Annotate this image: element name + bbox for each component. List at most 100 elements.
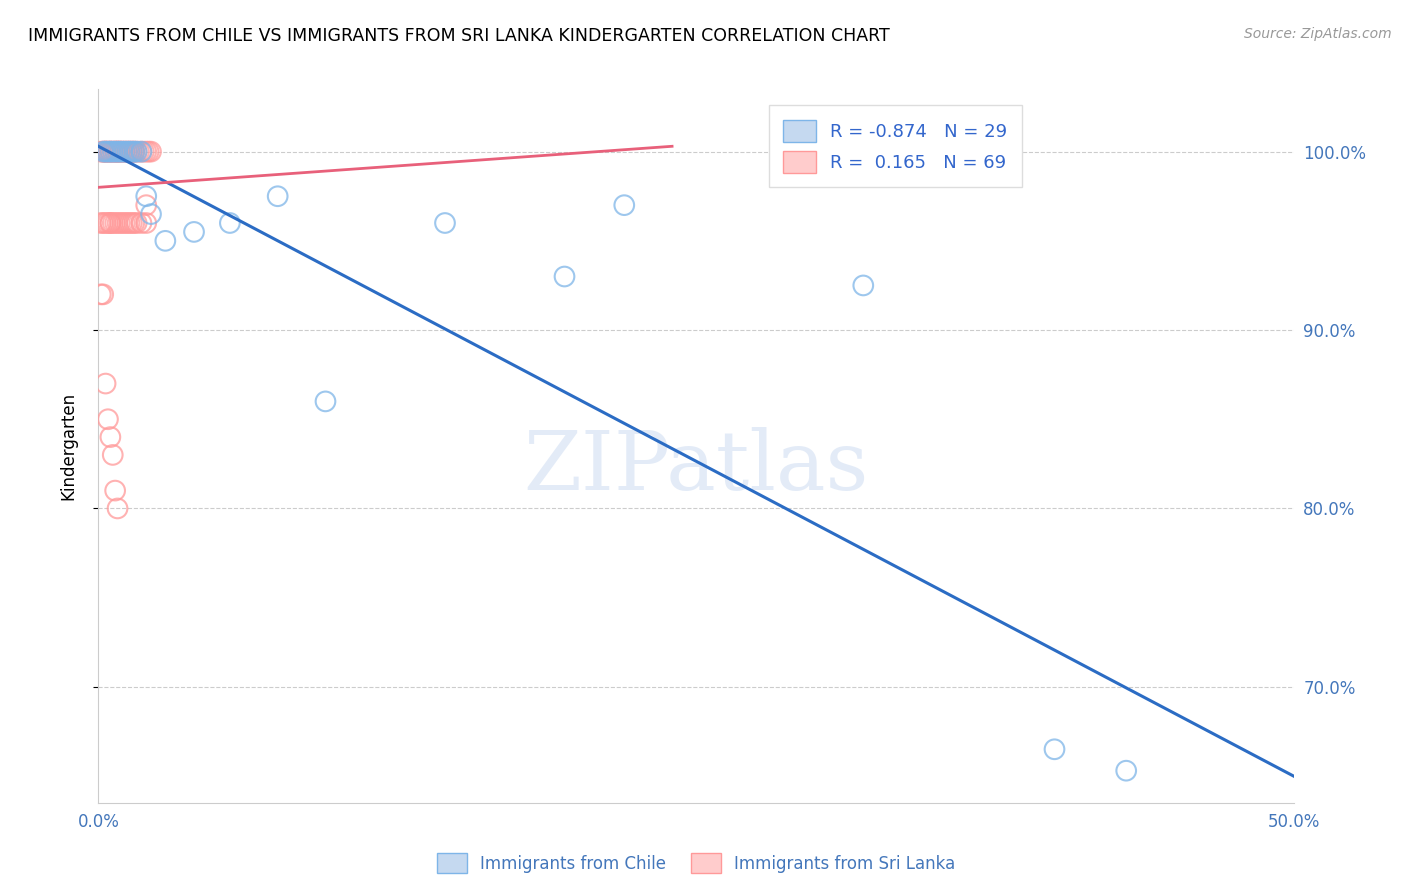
Point: [111, 216, 134, 230]
Point: [90, 216, 112, 230]
Point: [108, 216, 131, 230]
Text: Source: ZipAtlas.com: Source: ZipAtlas.com: [1244, 27, 1392, 41]
Point: [97, 145, 120, 159]
Point: [97, 216, 120, 230]
Point: [94, 216, 117, 230]
Point: [108, 145, 131, 159]
Point: [131, 216, 153, 230]
Point: [121, 216, 143, 230]
Point: [111, 145, 134, 159]
Point: [101, 145, 124, 159]
Point: [1115, 764, 1137, 778]
Point: [219, 216, 242, 230]
Point: [114, 145, 136, 159]
Point: [107, 216, 129, 230]
Point: [125, 145, 148, 159]
Point: [114, 216, 136, 230]
Point: [135, 145, 157, 159]
Point: [433, 216, 456, 230]
Point: [107, 145, 129, 159]
Point: [94, 145, 117, 159]
Point: [94, 376, 117, 391]
Point: [108, 145, 131, 159]
Point: [121, 145, 143, 159]
Point: [183, 225, 205, 239]
Point: [131, 145, 153, 159]
Point: [124, 145, 146, 159]
Point: [111, 145, 134, 159]
Point: [125, 216, 148, 230]
Point: [107, 145, 129, 159]
Point: [97, 412, 120, 426]
Point: [108, 145, 131, 159]
Point: [135, 189, 157, 203]
Point: [852, 278, 875, 293]
Point: [114, 145, 136, 159]
Point: [98, 145, 122, 159]
Point: [108, 145, 131, 159]
Point: [114, 145, 136, 159]
Point: [107, 145, 129, 159]
Point: [115, 145, 138, 159]
Point: [98, 145, 122, 159]
Point: [118, 216, 141, 230]
Point: [90, 287, 112, 301]
Point: [139, 145, 162, 159]
Point: [115, 145, 138, 159]
Point: [118, 145, 141, 159]
Point: [554, 269, 576, 284]
Point: [121, 145, 143, 159]
Text: IMMIGRANTS FROM CHILE VS IMMIGRANTS FROM SRI LANKA KINDERGARTEN CORRELATION CHAR: IMMIGRANTS FROM CHILE VS IMMIGRANTS FROM…: [28, 27, 890, 45]
Point: [98, 430, 122, 444]
Point: [101, 145, 124, 159]
Point: [104, 483, 127, 498]
Point: [128, 145, 150, 159]
Point: [104, 145, 127, 159]
Point: [138, 145, 160, 159]
Legend: Immigrants from Chile, Immigrants from Sri Lanka: Immigrants from Chile, Immigrants from S…: [430, 847, 962, 880]
Point: [121, 145, 143, 159]
Point: [155, 234, 177, 248]
Point: [97, 145, 120, 159]
Point: [98, 216, 122, 230]
Point: [139, 207, 162, 221]
Point: [101, 448, 124, 462]
Point: [94, 145, 117, 159]
Point: [91, 145, 114, 159]
Point: [135, 198, 157, 212]
Point: [91, 287, 114, 301]
Point: [115, 216, 138, 230]
Point: [94, 145, 117, 159]
Point: [97, 145, 120, 159]
Point: [104, 145, 127, 159]
Point: [104, 216, 127, 230]
Point: [91, 145, 114, 159]
Point: [101, 145, 124, 159]
Point: [91, 216, 114, 230]
Point: [1043, 742, 1066, 756]
Point: [90, 145, 112, 159]
Point: [91, 145, 114, 159]
Point: [267, 189, 290, 203]
Point: [315, 394, 337, 409]
Point: [125, 145, 148, 159]
Point: [101, 216, 124, 230]
Point: [98, 216, 122, 230]
Y-axis label: Kindergarten: Kindergarten: [59, 392, 77, 500]
Point: [115, 145, 138, 159]
Point: [118, 145, 141, 159]
Point: [107, 501, 129, 516]
Point: [124, 145, 146, 159]
Text: ZIPatlas: ZIPatlas: [523, 427, 869, 508]
Point: [135, 216, 157, 230]
Point: [124, 145, 146, 159]
Point: [131, 145, 153, 159]
Point: [104, 145, 127, 159]
Point: [94, 145, 117, 159]
Point: [107, 145, 129, 159]
Point: [613, 198, 636, 212]
Point: [98, 145, 122, 159]
Point: [124, 216, 146, 230]
Point: [111, 145, 134, 159]
Point: [118, 145, 141, 159]
